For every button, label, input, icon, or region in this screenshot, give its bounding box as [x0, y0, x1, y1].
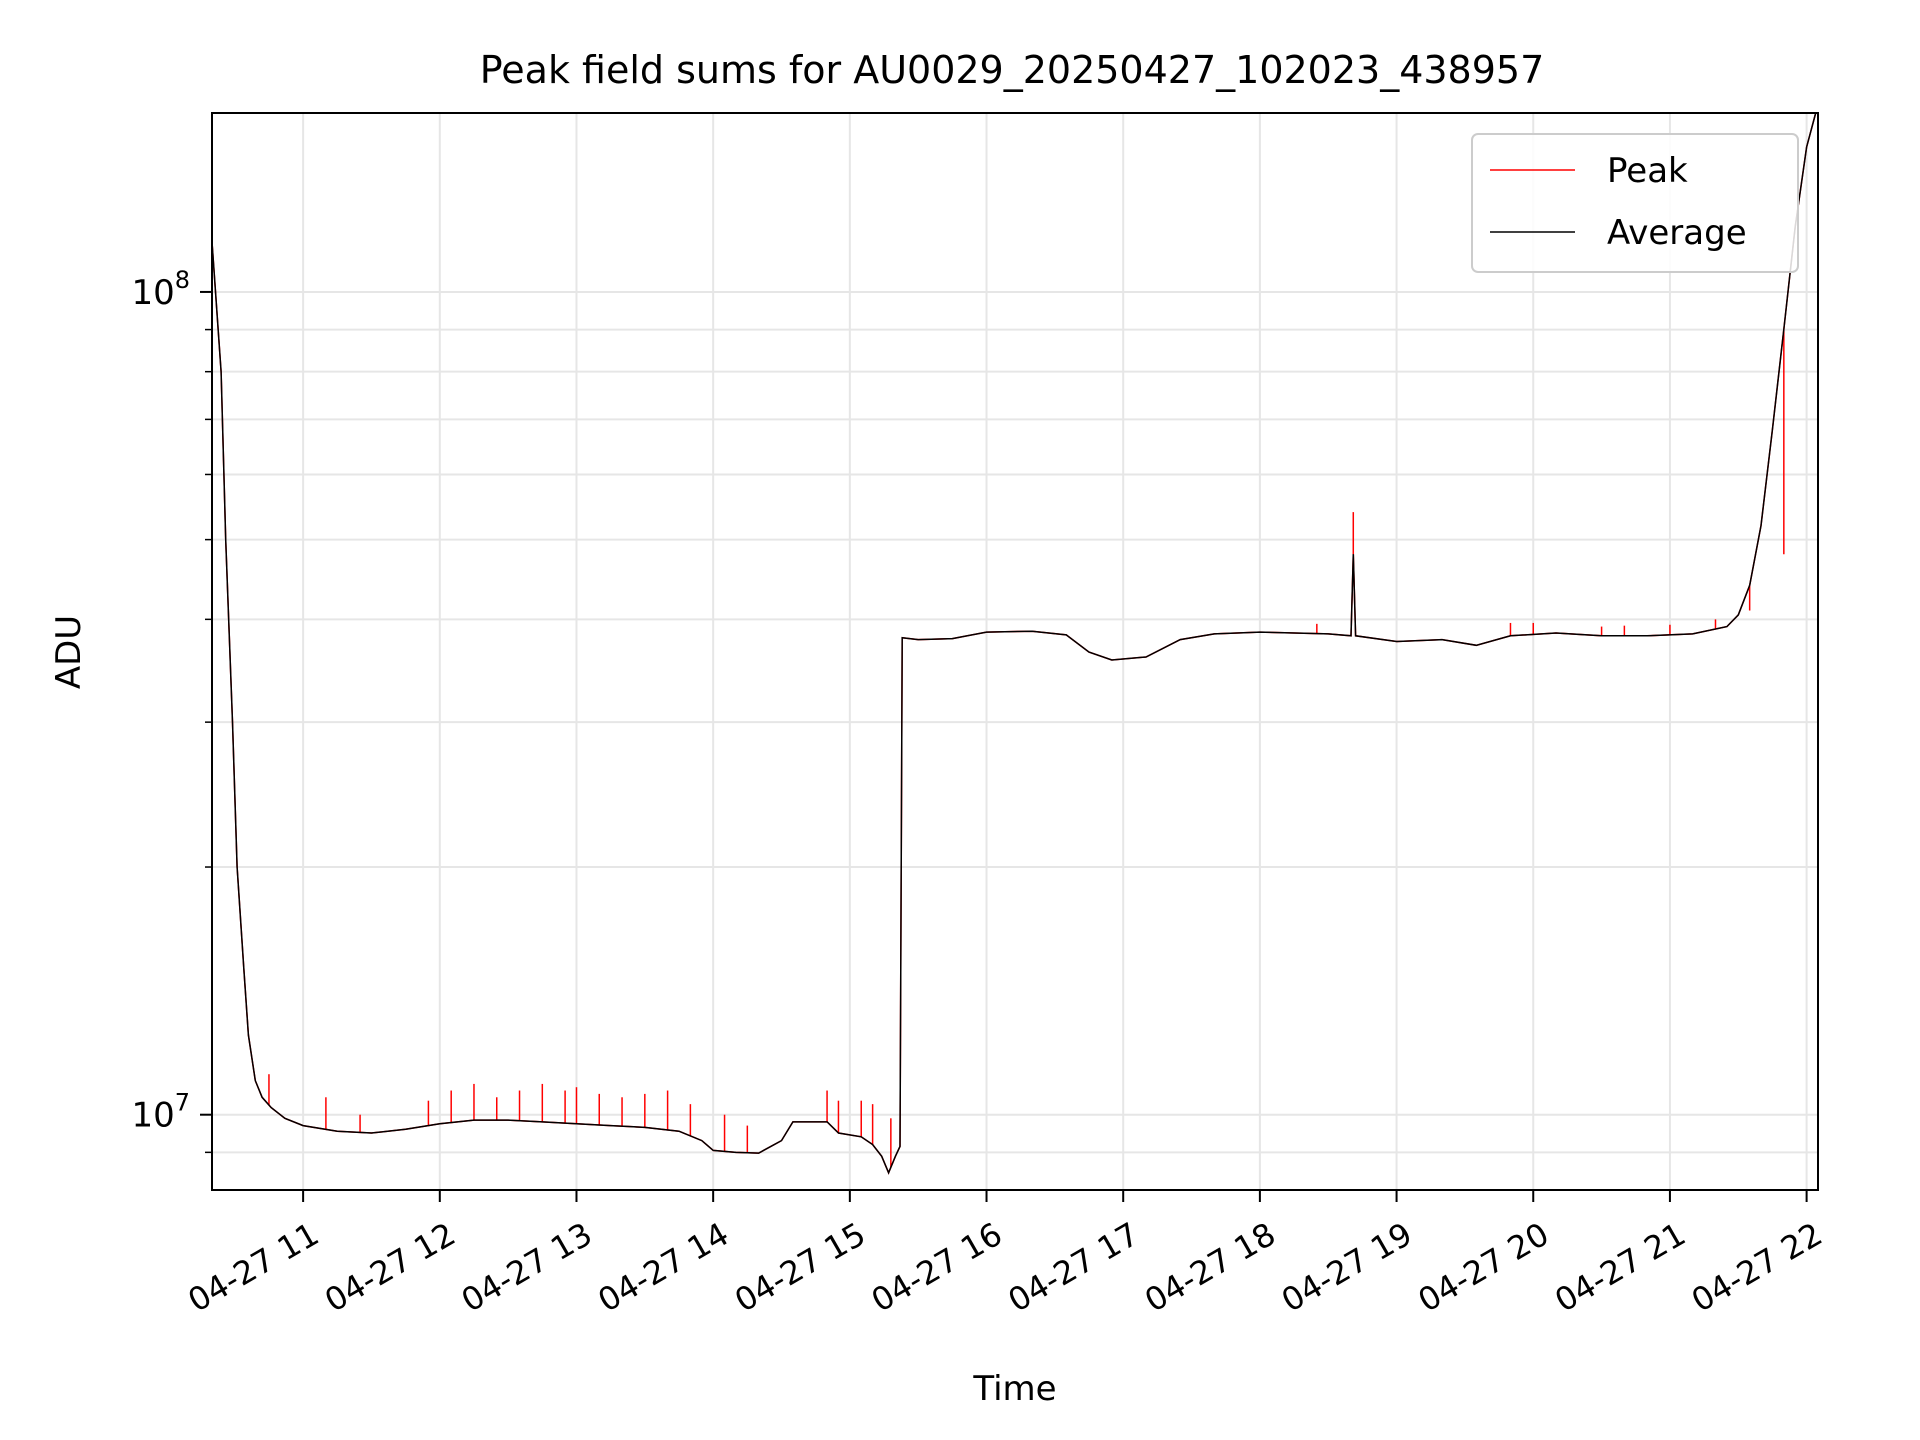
chart-title: Peak field sums for AU0029_20250427_1020… [480, 48, 1545, 92]
plot-area-frame [211, 112, 1819, 1191]
series-layer [211, 112, 1817, 1175]
legend-box [1471, 133, 1799, 273]
y-tick-label: 108 [131, 266, 190, 313]
y-axis-ticks: 107 108 [131, 266, 212, 1154]
legend: Peak Average [1471, 133, 1799, 273]
y-tick-label: 107 [131, 1089, 190, 1136]
average-series-line [211, 112, 1817, 1175]
x-axis-label: Time [972, 1369, 1056, 1409]
y-axis-label: ADU [49, 615, 89, 689]
legend-peak-label: Peak [1607, 151, 1688, 191]
grid [212, 113, 1818, 1190]
legend-average-label: Average [1607, 213, 1747, 253]
